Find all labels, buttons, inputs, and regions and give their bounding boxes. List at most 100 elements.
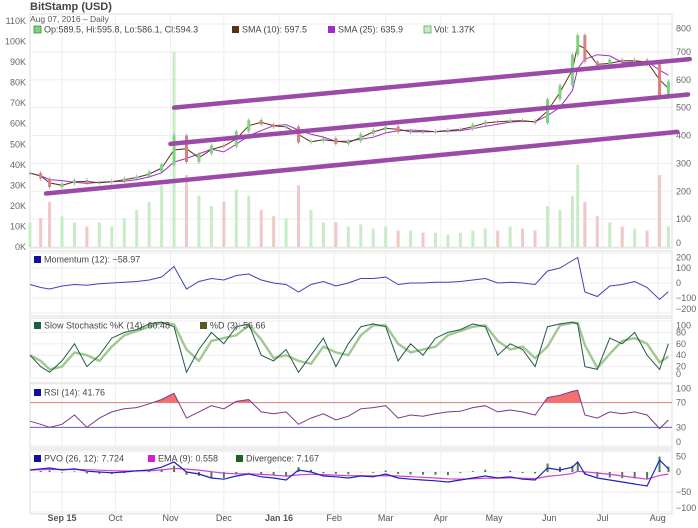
divergence-bar [347,472,349,474]
x-tick-label: Oct [108,513,123,523]
volume-bar [397,231,400,247]
volume-bar [434,233,437,247]
divergence-bar [472,471,474,472]
price-tick-label: 300 [676,158,691,168]
vol-legend-swatch [424,26,431,33]
divergence-bar [410,472,412,475]
candle-body [583,35,586,61]
divergence-bar [86,472,88,473]
divergence-bar [522,472,524,473]
volume-bar [272,216,275,247]
volume-tick-label: 30K [10,180,26,190]
volume-tick-label: 80K [10,78,26,88]
candle-body [210,145,213,153]
candle-body [667,81,670,95]
x-tick-label: Aug [650,513,666,523]
volume-bar [210,206,213,247]
volume-bar [110,226,113,247]
candle-body [534,121,537,123]
volume-bar [39,218,42,247]
volume-bar [322,222,325,247]
candle-body [98,183,101,184]
volume-tick-label: 0K [15,242,26,252]
candle-body [160,164,163,171]
ohlc-legend: Op:589.5, Hi:595.8, Lo:586.1, Cl:594.3 [44,25,198,35]
candle-body [61,183,64,187]
volume-bar [446,235,449,247]
volume-bar [73,222,76,247]
candle-body [576,35,579,55]
volume-bar [621,226,624,247]
stoch-k-legend: Slow Stochastic %K (14): 60.48 [44,321,170,331]
divergence-bar [534,472,536,473]
volume-bar [558,210,561,247]
stoch-k-legend-swatch [34,322,41,329]
candle-body [359,134,362,141]
divergence-bar [659,457,661,472]
divergence-bar [322,472,324,473]
candle-body [309,141,312,142]
x-tick-label: Feb [326,513,342,523]
divergence-bar [646,472,648,479]
volume-bar [484,229,487,247]
volume-bar [658,175,661,247]
divergence-bar [273,472,275,475]
candle-body [422,131,425,132]
candle-body [496,122,499,123]
stoch-d-legend: %D (3): 56.66 [210,321,266,331]
candle-body [48,179,51,187]
candle-body [509,120,512,122]
x-tick-label: Mar [378,513,394,523]
volume-bar [347,226,350,247]
price-panel-frame [30,14,672,248]
volume-bar [608,222,611,247]
volume-bar [576,165,579,247]
candle-body [85,180,88,183]
volume-bar [260,210,263,247]
candle-body [260,120,263,124]
divergence-bar [40,471,42,472]
volume-tick-label: 100K [5,37,26,47]
candle-body [621,60,624,62]
volume-bar [123,218,126,247]
candle-body [73,180,76,183]
volume-bar [583,202,586,247]
volume-bar [309,210,312,247]
divergence-bar [397,472,399,474]
ema-legend-swatch [148,455,155,462]
volume-bar [197,196,200,247]
volume-bar [459,233,462,247]
volume-bar [546,206,549,247]
momentum-legend-swatch [34,256,41,263]
momentum-tick-label: 100 [676,263,691,273]
candle-body [521,120,524,121]
candle-body [322,138,325,141]
candle-body [29,173,32,174]
momentum-tick-label: 0 [676,278,681,288]
price-tick-label: 0 [676,238,681,248]
volume-bar [185,175,188,247]
divergence-bar [484,470,486,472]
candle-body [185,136,188,162]
stoch-d-legend-swatch [200,322,207,329]
volume-bar [61,216,64,247]
x-tick-label: May [486,513,504,523]
pvo-tick-label: −50 [676,487,691,497]
divergence-legend-swatch [236,455,243,462]
momentum-legend: Momentum (12): −58.97 [44,255,140,265]
divergence-bar [422,472,424,475]
divergence-bar [73,471,75,472]
sma10-legend: SMA (10): 597.5 [242,25,307,35]
x-tick-label: Jul [597,513,609,523]
candle-body [459,129,462,130]
volume-bar [48,202,51,247]
divergence-bar [49,471,51,472]
volume-bar [285,218,288,247]
volume-bar [372,229,375,247]
candle-body [484,122,487,125]
candle-body [558,85,561,99]
volume-bar [646,231,649,247]
stochastic-tick-label: 0 [676,369,681,379]
volume-bar [534,231,537,247]
divergence-bar [385,470,387,472]
